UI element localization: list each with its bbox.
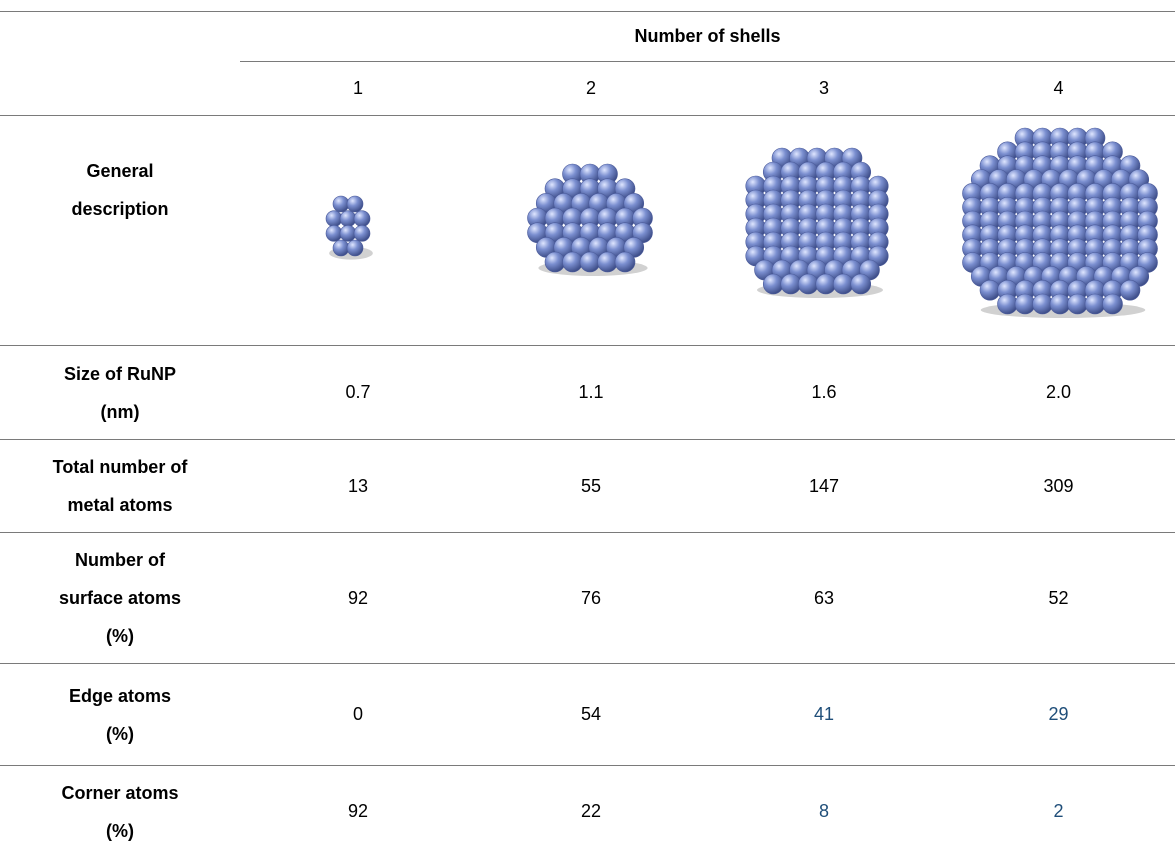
shell-header-2: 2 bbox=[585, 78, 596, 98]
total-value-1: 13 bbox=[347, 475, 369, 496]
label-line: Size of RuNP bbox=[63, 363, 176, 384]
total-value-4: 309 bbox=[1043, 475, 1074, 496]
description-rule bbox=[0, 345, 1175, 346]
total-rule bbox=[0, 532, 1175, 533]
total-atoms-row-label: Total number of metal atoms bbox=[0, 440, 240, 532]
total-value-3: 147 bbox=[808, 475, 840, 496]
header-rule bbox=[0, 115, 1175, 116]
label-line: description bbox=[71, 199, 169, 219]
number-of-shells-header: Number of shells bbox=[634, 26, 781, 46]
label-line: Total number of bbox=[52, 457, 188, 477]
top-rule bbox=[0, 11, 1175, 12]
edge-rule bbox=[0, 765, 1175, 766]
size-value-4: 2.0 bbox=[1045, 382, 1072, 402]
surface-value-4: 52 bbox=[1048, 587, 1069, 608]
size-rule bbox=[0, 439, 1175, 440]
edge-atoms-row-label: Edge atoms (%) bbox=[0, 664, 240, 765]
cluster-image-2-shells bbox=[525, 162, 655, 278]
surface-value-2: 76 bbox=[580, 587, 602, 608]
size-row-label: Size of RuNP (nm) bbox=[0, 346, 240, 439]
corner-value-2: 22 bbox=[580, 801, 602, 821]
edge-value-3: 41 bbox=[813, 704, 835, 724]
surface-rule bbox=[0, 663, 1175, 664]
shell-header-4: 4 bbox=[1053, 78, 1064, 98]
shells-rule bbox=[240, 61, 1175, 62]
edge-value-2: 54 bbox=[580, 704, 602, 724]
description-row-label: General description bbox=[0, 130, 240, 250]
shell-header-3: 3 bbox=[818, 78, 829, 98]
label-line: surface atoms bbox=[58, 588, 182, 608]
label-line: Corner atoms bbox=[61, 782, 179, 803]
surface-atoms-row-label: Number of surface atoms (%) bbox=[0, 533, 240, 663]
edge-value-1: 0 bbox=[352, 704, 363, 724]
label-line: (%) bbox=[106, 626, 134, 646]
label-line: Edge atoms bbox=[68, 685, 172, 706]
cluster-image-1-shell bbox=[322, 194, 374, 264]
corner-value-4: 2 bbox=[1053, 801, 1064, 821]
label-line: metal atoms bbox=[67, 495, 173, 515]
shell-header-1: 1 bbox=[352, 78, 363, 98]
total-value-2: 55 bbox=[580, 475, 602, 496]
edge-value-4: 29 bbox=[1048, 704, 1069, 724]
label-line: General bbox=[86, 161, 154, 181]
label-line: Number of bbox=[75, 550, 165, 570]
size-value-2: 1.1 bbox=[578, 382, 604, 402]
corner-value-1: 92 bbox=[347, 801, 369, 821]
cluster-image-3-shells bbox=[742, 146, 892, 300]
label-line: (nm) bbox=[100, 401, 140, 422]
corner-atoms-row-label: Corner atoms (%) bbox=[0, 766, 240, 857]
size-value-3: 1.6 bbox=[811, 382, 837, 402]
cluster-image-4-shells bbox=[962, 126, 1158, 322]
surface-value-1: 92 bbox=[347, 587, 369, 608]
corner-value-3: 8 bbox=[818, 801, 829, 821]
label-line: (%) bbox=[106, 820, 134, 841]
size-value-1: 0.7 bbox=[345, 382, 371, 402]
surface-value-3: 63 bbox=[813, 587, 835, 608]
label-line: (%) bbox=[106, 723, 134, 744]
